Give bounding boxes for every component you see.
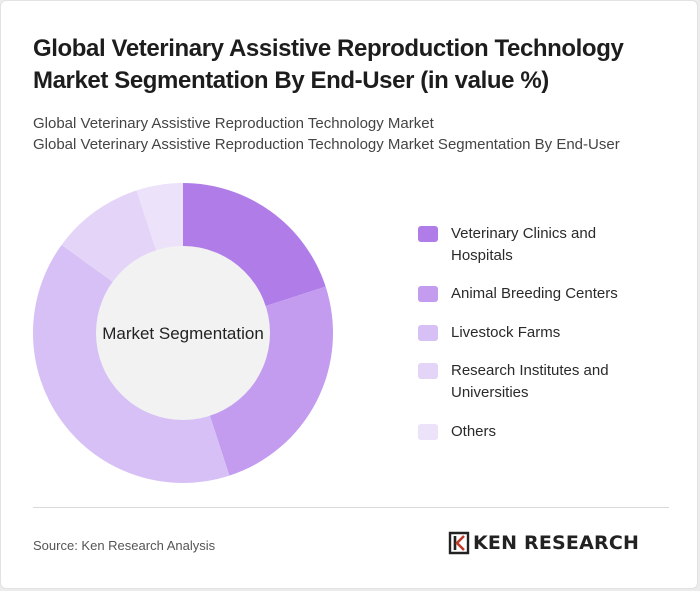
legend-label: Livestock Farms: [451, 324, 561, 341]
source-note: Source: Ken Research Analysis: [33, 538, 216, 553]
donut-center-label: Market Segmentation: [102, 324, 264, 343]
chart-subtitle: Global Veterinary Assistive Reproduction…: [33, 113, 673, 155]
legend-swatch: [418, 424, 438, 440]
brand-logo: KEN RESEARCH: [448, 531, 639, 555]
legend-label: Others: [451, 423, 497, 440]
legend-item-animal-breeding-centers: Animal Breeding Centers: [418, 283, 651, 305]
legend-label: Veterinary Clinics and Hospitals: [451, 225, 597, 264]
legend-swatch: [418, 363, 438, 379]
legend-swatch: [418, 226, 438, 242]
donut-chart: Market Segmentation: [33, 183, 333, 484]
legend-swatch: [418, 286, 438, 302]
subtitle-line-1: Global Veterinary Assistive Reproduction…: [33, 115, 434, 132]
legend-item-research-institutes: Research Institutes and Universities: [418, 360, 651, 404]
ken-research-logo-icon: [448, 531, 470, 555]
subtitle-line-2: Global Veterinary Assistive Reproduction…: [33, 136, 620, 153]
brand-name: KEN RESEARCH: [473, 532, 640, 554]
footer-divider: [33, 507, 669, 508]
legend-swatch: [418, 325, 438, 341]
legend-item-others: Others: [418, 421, 651, 443]
donut-hole: [96, 246, 270, 420]
legend-label: Animal Breeding Centers: [451, 285, 618, 302]
legend-item-veterinary-clinics: Veterinary Clinics and Hospitals: [418, 223, 651, 267]
chart-title: Global Veterinary Assistive Reproduction…: [33, 35, 624, 94]
legend-item-livestock-farms: Livestock Farms: [418, 322, 651, 344]
legend-label: Research Institutes and Universities: [451, 362, 609, 401]
